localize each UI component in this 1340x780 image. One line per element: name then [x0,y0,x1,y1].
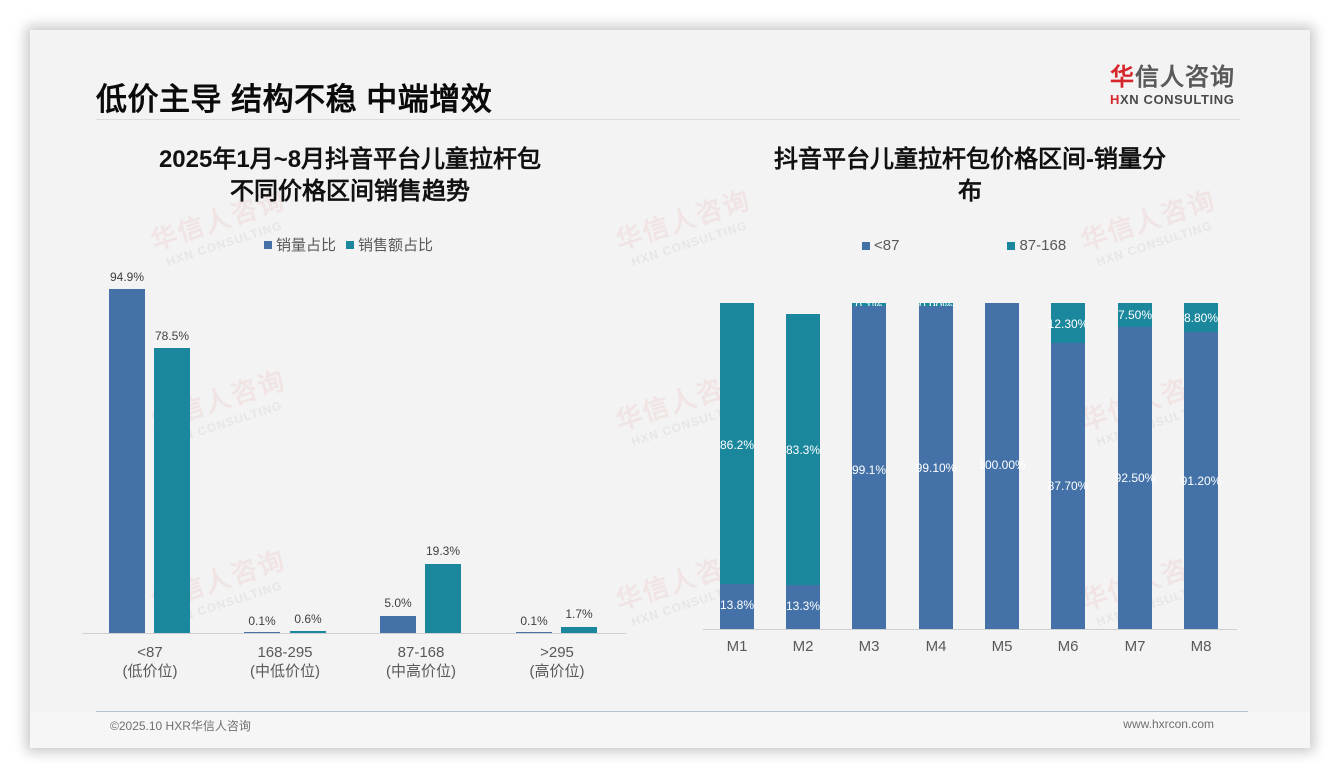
value-label: 78.5% [154,329,190,343]
stacked-bar-m6: 12.30% 87.70% [1048,303,1088,629]
logo-cn: 华信人咨询 [1110,64,1235,91]
segment-87-168: 12.30% [1048,303,1088,343]
segment-lt87: 100.00% [978,303,1026,629]
logo-en: HXN CONSULTING [1110,92,1235,107]
page-title: 低价主导 结构不稳 中端增效 [96,82,493,117]
value-label: 0.1% [520,614,548,628]
bar-volume-87-168 [380,616,416,633]
right-chart-legend: <87 87-168 [862,237,1066,254]
category-label: 87-168 (中高价位) [386,644,456,680]
footer-band [30,712,1310,748]
category-label: >295 (高价位) [529,644,585,680]
month-label: M1 [726,638,748,655]
segment-lt87: 92.50% [1115,327,1155,629]
segment-87-168: 86.2% [720,303,754,584]
segment-lt87: 13.8% [720,584,754,629]
bar-amount-87-168 [425,564,461,633]
bar-amount-168-295 [290,631,326,633]
bar-volume-168-295 [244,632,280,633]
stacked-bar-m5: 100.00% [978,303,1026,629]
x-axis [703,629,1237,630]
right-chart-title: 抖音平台儿童拉杆包价格区间-销量分 布 [774,146,1166,205]
segment-87-168: 83.3% [786,314,820,585]
segment-lt87: 91.20% [1181,332,1221,629]
month-label: M8 [1190,638,1212,655]
month-label: M4 [925,638,947,655]
month-label: M5 [991,638,1013,655]
slide: 华信人咨询 HXN CONSULTING 华信人咨询 HXN CONSULTING … [30,30,1310,748]
title-divider [96,119,1240,120]
segment-87-168: 8.80% [1184,303,1218,332]
stacked-bar-m2: 83.3% 13.3% [786,314,820,629]
segment-lt87: 99.10% [916,306,956,629]
value-label: 5.0% [384,596,412,610]
footer-website: www.hxrcon.com [1123,717,1214,731]
legend-item-lt87: <87 [862,237,899,254]
value-label: 0.1% [248,614,276,628]
company-logo: 华信人咨询 HXN CONSULTING [1110,64,1250,108]
legend-swatch [862,241,870,250]
legend-swatch [346,240,355,249]
value-label: 0.6% [294,612,322,626]
month-label: M2 [792,638,814,655]
legend-item-sales-volume: 销量占比 [264,234,336,255]
bar-amount-gt295 [561,627,597,633]
legend-item-sales-amount: 销售额占比 [346,234,433,255]
segment-lt87: 13.3% [786,585,820,629]
footer-divider [96,711,1248,712]
footer-copyright: ©2025.10 HXR华信人咨询 [110,719,251,733]
bar-volume-lt87 [109,289,145,633]
stacked-bar-m8: 8.80% 91.20% [1181,303,1221,629]
month-label: M3 [858,638,880,655]
segment-lt87: 99.1% [852,306,886,629]
category-label: <87 (低价位) [122,644,178,680]
legend-swatch [264,240,272,249]
value-label: 94.9% [109,270,145,284]
left-chart-title: 2025年1月~8月抖音平台儿童拉杆包 不同价格区间销售趋势 [158,146,542,205]
legend-item-87-168: 87-168 [1007,237,1066,254]
bar-volume-gt295 [516,632,552,633]
month-label: M6 [1057,638,1079,655]
value-label: 19.3% [425,544,461,558]
value-label: 1.7% [565,607,593,621]
stacked-bar-m7: 7.50% 92.50% [1115,303,1155,629]
stacked-bar-m1: 86.2% 13.8% [720,303,754,629]
stacked-bar-m4: 0.90% 99.10% [916,299,956,629]
category-label: 168-295 (中低价位) [250,644,320,680]
segment-87-168: 7.50% [1118,303,1152,327]
x-axis [82,633,626,634]
bar-amount-lt87 [154,348,190,633]
segment-lt87: 87.70% [1048,343,1088,629]
legend-swatch [1007,241,1016,250]
month-label: M7 [1124,638,1146,655]
stacked-bar-m3: 0.1% 99.1% [852,299,886,629]
left-chart-legend: 销量占比 销售额占比 [264,234,433,255]
